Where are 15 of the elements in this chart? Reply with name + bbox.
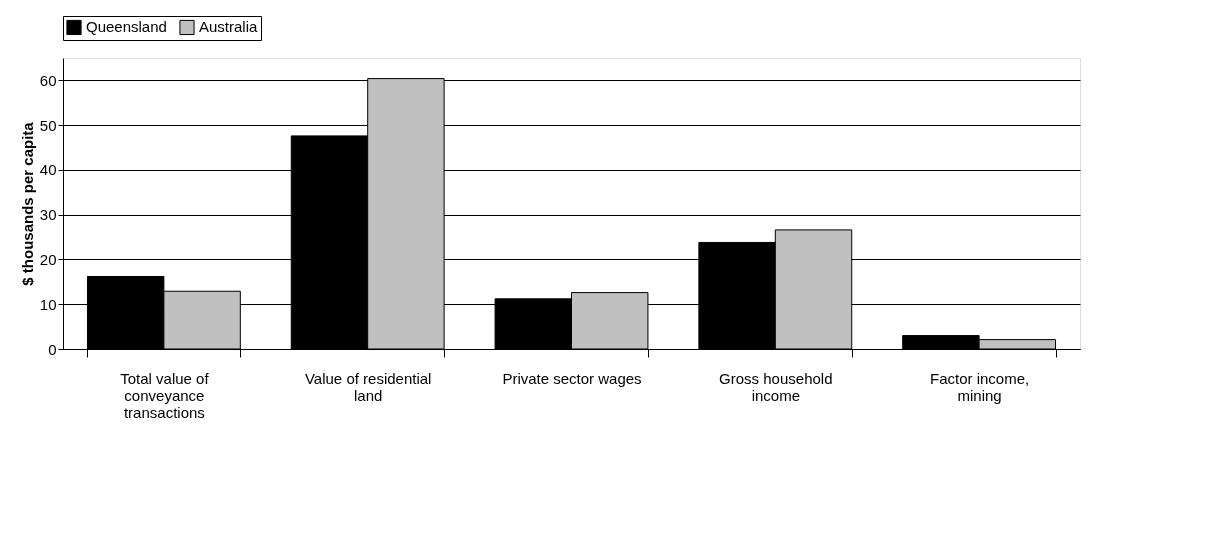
- x-tick-label: Private sector wages: [502, 369, 642, 387]
- x-tick-label: Total value of conveyance transactions: [120, 369, 210, 421]
- y-tick-label: 10: [39, 295, 57, 313]
- legend-label: Australia: [199, 18, 259, 36]
- y-tick-label: 50: [39, 116, 57, 134]
- y-tick-label: 20: [39, 250, 57, 268]
- x-tick-label: Factor income, mining: [930, 369, 1030, 404]
- y-tick-label: 0: [48, 340, 57, 358]
- y-tick-label: 30: [39, 206, 57, 224]
- x-tick-label: Gross household income: [719, 369, 833, 404]
- legend-label: Queensland: [86, 18, 167, 36]
- y-tick-label: 40: [39, 161, 57, 179]
- x-tick-label: Value of residential land: [304, 369, 432, 404]
- y-axis-title: $ thousands per capita: [18, 121, 36, 286]
- y-tick-label: 60: [39, 71, 57, 89]
